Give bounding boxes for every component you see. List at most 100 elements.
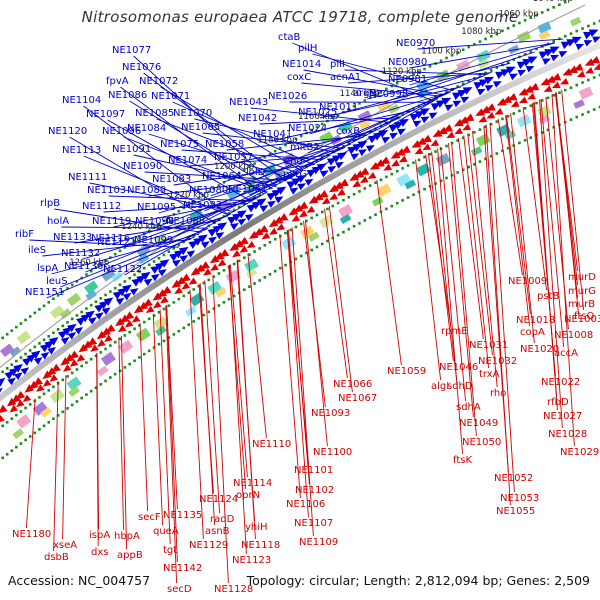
forward-arrow — [47, 347, 56, 355]
tick-dot — [38, 308, 41, 311]
tick-dot — [187, 323, 191, 326]
forward-arrow — [140, 271, 151, 281]
forward-arrow — [85, 310, 95, 320]
tick-dot — [38, 428, 41, 431]
reverse-leader-line — [247, 253, 267, 439]
forward-leader-line — [144, 171, 287, 181]
tick-dot — [320, 242, 324, 246]
tick-dot — [70, 317, 74, 321]
forward-gene-label: fpvA — [106, 76, 129, 87]
forward-gene-label: NE1090 — [123, 161, 162, 172]
reverse-gene-label: rho — [490, 388, 506, 399]
tick-dot — [390, 204, 394, 208]
reverse-arrow — [562, 68, 573, 76]
tick-dot — [162, 307, 166, 311]
forward-leader-line — [194, 118, 336, 154]
reverse-arrow — [411, 140, 422, 148]
reverse-arrow — [143, 298, 153, 307]
forward-leader-line — [54, 208, 202, 233]
forward-leader-line — [344, 69, 487, 76]
forward-leader-line — [189, 154, 331, 167]
forward-arrow — [102, 307, 111, 315]
tick-dot — [172, 301, 176, 304]
forward-arrow — [122, 292, 132, 301]
tick-dot — [484, 37, 487, 41]
reverse-arrow — [209, 255, 220, 264]
tick-dot — [552, 40, 555, 43]
tick-dot — [581, 113, 584, 116]
forward-arrow — [484, 85, 494, 92]
forward-gene-label: eno — [284, 156, 303, 167]
reverse-arrow — [390, 150, 401, 159]
reverse-gene-label: NE1106 — [286, 499, 325, 510]
reverse-strand-arrows — [0, 55, 600, 423]
reverse-leader-line — [425, 154, 452, 326]
tick-dot — [273, 149, 277, 153]
tick-dot — [540, 99, 544, 102]
tick-dot — [147, 263, 151, 267]
cds-block — [537, 21, 552, 34]
reverse-arrow — [590, 55, 600, 64]
reverse-arrow — [573, 63, 584, 71]
forward-gene-label: NE1076 — [122, 62, 161, 73]
forward-leader-line — [210, 143, 352, 197]
cds-block — [189, 292, 205, 307]
tick-dot — [227, 297, 231, 301]
tick-dot — [299, 222, 303, 226]
forward-arrow — [444, 104, 454, 112]
tick-dot — [5, 420, 9, 424]
reverse-arrow — [454, 127, 464, 135]
tick-dot — [70, 371, 74, 375]
forward-gene-label: coxC — [287, 72, 311, 83]
tick-dot — [320, 122, 324, 126]
reverse-leader-line — [199, 283, 216, 526]
forward-arrow — [358, 149, 368, 157]
tick-dot — [162, 253, 166, 257]
tick-dot — [75, 280, 79, 283]
tick-dot — [152, 314, 156, 317]
forward-leader-line — [120, 86, 264, 195]
reverse-arrow — [339, 178, 349, 187]
forward-gene-label: NE1091 — [112, 144, 151, 155]
reverse-gene-label: NE1100 — [313, 447, 352, 458]
reverse-leader-line — [485, 124, 511, 506]
tick-dot — [177, 329, 181, 333]
tick-dot — [99, 383, 103, 386]
cds-block — [83, 280, 99, 294]
tick-dot — [336, 233, 340, 237]
reverse-arrow — [321, 197, 331, 205]
forward-gene-label: NE1071 — [151, 91, 190, 102]
reverse-leader-line — [540, 99, 565, 348]
forward-arrow — [357, 140, 368, 149]
reverse-arrow — [349, 173, 360, 181]
cds-block — [475, 133, 491, 147]
tick-dot — [569, 86, 573, 89]
forward-gene-label: NE1064 — [202, 171, 241, 182]
forward-arrow — [297, 183, 306, 191]
reverse-leader-line — [139, 323, 149, 512]
tick-dot — [284, 143, 287, 147]
tick-dot — [217, 272, 221, 275]
forward-leader-line — [259, 117, 400, 125]
forward-arrow — [441, 97, 452, 106]
reverse-gene-label: NE1049 — [459, 418, 498, 429]
forward-gene-label: pilH — [298, 43, 317, 54]
cds-block — [16, 414, 32, 429]
reverse-arrow — [480, 105, 491, 114]
cds-block — [153, 232, 169, 246]
forward-arrow — [259, 205, 269, 213]
reverse-gene-label: rfbD — [547, 397, 569, 408]
reverse-arrow — [414, 147, 424, 155]
reverse-leader-line — [229, 264, 248, 478]
forward-gene-label: NE1089 — [127, 185, 166, 196]
reverse-leader-line — [118, 337, 125, 531]
tick-dot — [581, 27, 584, 30]
reverse-arrow — [288, 207, 299, 216]
reverse-arrow — [46, 367, 57, 376]
tick-dot — [406, 164, 410, 167]
reverse-arrow — [234, 239, 244, 248]
cds-block — [330, 135, 342, 146]
tick-dot — [305, 251, 308, 255]
tick-dot — [113, 286, 117, 290]
forward-arrow — [208, 236, 217, 244]
